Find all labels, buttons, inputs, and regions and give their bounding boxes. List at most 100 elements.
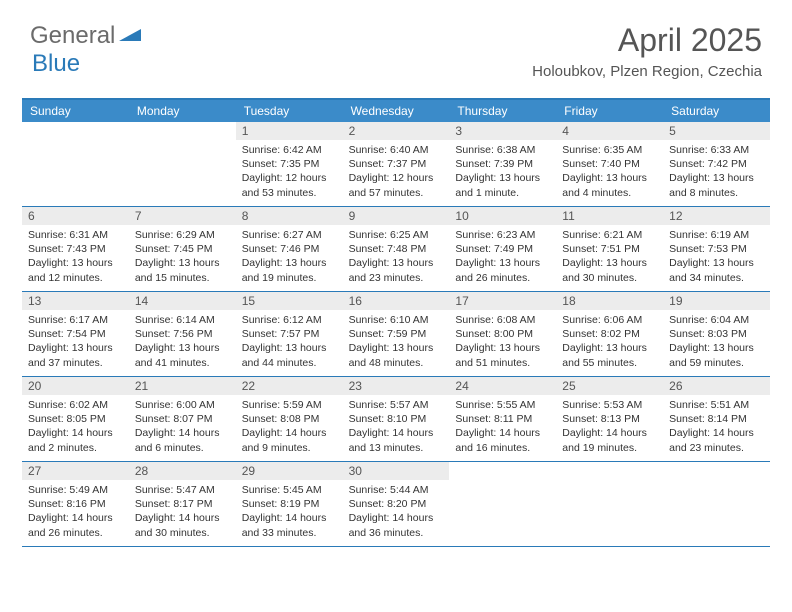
sunrise-text: Sunrise: 6:33 AM — [669, 143, 764, 157]
day-cell: 5Sunrise: 6:33 AMSunset: 7:42 PMDaylight… — [663, 122, 770, 206]
weekday-tuesday: Tuesday — [236, 100, 343, 122]
sunset-text: Sunset: 7:48 PM — [349, 242, 444, 256]
day-body: Sunrise: 6:27 AMSunset: 7:46 PMDaylight:… — [236, 225, 343, 288]
sunrise-text: Sunrise: 6:25 AM — [349, 228, 444, 242]
sunset-text: Sunset: 8:13 PM — [562, 412, 657, 426]
sunset-text: Sunset: 8:10 PM — [349, 412, 444, 426]
sunrise-text: Sunrise: 6:27 AM — [242, 228, 337, 242]
daylight-text: Daylight: 13 hours and 23 minutes. — [349, 256, 444, 284]
daylight-text: Daylight: 14 hours and 33 minutes. — [242, 511, 337, 539]
sunset-text: Sunset: 7:56 PM — [135, 327, 230, 341]
sunset-text: Sunset: 7:35 PM — [242, 157, 337, 171]
daylight-text: Daylight: 13 hours and 44 minutes. — [242, 341, 337, 369]
day-number: 10 — [449, 207, 556, 225]
sunrise-text: Sunrise: 6:40 AM — [349, 143, 444, 157]
day-cell: 15Sunrise: 6:12 AMSunset: 7:57 PMDayligh… — [236, 292, 343, 376]
sunset-text: Sunset: 7:43 PM — [28, 242, 123, 256]
day-number: 19 — [663, 292, 770, 310]
sunrise-text: Sunrise: 5:49 AM — [28, 483, 123, 497]
day-cell: 16Sunrise: 6:10 AMSunset: 7:59 PMDayligh… — [343, 292, 450, 376]
weekday-thursday: Thursday — [449, 100, 556, 122]
sunset-text: Sunset: 8:17 PM — [135, 497, 230, 511]
day-cell — [449, 462, 556, 546]
day-body: Sunrise: 6:40 AMSunset: 7:37 PMDaylight:… — [343, 140, 450, 203]
day-number: 4 — [556, 122, 663, 140]
day-number: 24 — [449, 377, 556, 395]
day-number: 26 — [663, 377, 770, 395]
sunset-text: Sunset: 8:11 PM — [455, 412, 550, 426]
sunrise-text: Sunrise: 5:51 AM — [669, 398, 764, 412]
day-cell: 20Sunrise: 6:02 AMSunset: 8:05 PMDayligh… — [22, 377, 129, 461]
week-row: 13Sunrise: 6:17 AMSunset: 7:54 PMDayligh… — [22, 292, 770, 377]
day-cell: 11Sunrise: 6:21 AMSunset: 7:51 PMDayligh… — [556, 207, 663, 291]
daylight-text: Daylight: 13 hours and 19 minutes. — [242, 256, 337, 284]
daylight-text: Daylight: 13 hours and 37 minutes. — [28, 341, 123, 369]
weekday-header-row: Sunday Monday Tuesday Wednesday Thursday… — [22, 100, 770, 122]
sunrise-text: Sunrise: 6:29 AM — [135, 228, 230, 242]
sunrise-text: Sunrise: 5:47 AM — [135, 483, 230, 497]
week-row: 20Sunrise: 6:02 AMSunset: 8:05 PMDayligh… — [22, 377, 770, 462]
sunrise-text: Sunrise: 6:19 AM — [669, 228, 764, 242]
daylight-text: Daylight: 13 hours and 15 minutes. — [135, 256, 230, 284]
day-cell: 19Sunrise: 6:04 AMSunset: 8:03 PMDayligh… — [663, 292, 770, 376]
day-body: Sunrise: 6:17 AMSunset: 7:54 PMDaylight:… — [22, 310, 129, 373]
day-cell: 3Sunrise: 6:38 AMSunset: 7:39 PMDaylight… — [449, 122, 556, 206]
sunrise-text: Sunrise: 6:17 AM — [28, 313, 123, 327]
sunset-text: Sunset: 7:45 PM — [135, 242, 230, 256]
sunset-text: Sunset: 8:20 PM — [349, 497, 444, 511]
sunrise-text: Sunrise: 6:00 AM — [135, 398, 230, 412]
day-cell: 14Sunrise: 6:14 AMSunset: 7:56 PMDayligh… — [129, 292, 236, 376]
day-cell: 9Sunrise: 6:25 AMSunset: 7:48 PMDaylight… — [343, 207, 450, 291]
day-body: Sunrise: 6:33 AMSunset: 7:42 PMDaylight:… — [663, 140, 770, 203]
sunset-text: Sunset: 7:37 PM — [349, 157, 444, 171]
day-cell: 12Sunrise: 6:19 AMSunset: 7:53 PMDayligh… — [663, 207, 770, 291]
daylight-text: Daylight: 14 hours and 13 minutes. — [349, 426, 444, 454]
day-body: Sunrise: 6:14 AMSunset: 7:56 PMDaylight:… — [129, 310, 236, 373]
sunrise-text: Sunrise: 6:06 AM — [562, 313, 657, 327]
day-body: Sunrise: 6:23 AMSunset: 7:49 PMDaylight:… — [449, 225, 556, 288]
sunrise-text: Sunrise: 6:04 AM — [669, 313, 764, 327]
day-body: Sunrise: 5:45 AMSunset: 8:19 PMDaylight:… — [236, 480, 343, 543]
day-cell: 26Sunrise: 5:51 AMSunset: 8:14 PMDayligh… — [663, 377, 770, 461]
sunrise-text: Sunrise: 6:38 AM — [455, 143, 550, 157]
day-body: Sunrise: 6:35 AMSunset: 7:40 PMDaylight:… — [556, 140, 663, 203]
day-body: Sunrise: 6:38 AMSunset: 7:39 PMDaylight:… — [449, 140, 556, 203]
day-cell: 28Sunrise: 5:47 AMSunset: 8:17 PMDayligh… — [129, 462, 236, 546]
sunset-text: Sunset: 8:19 PM — [242, 497, 337, 511]
day-body: Sunrise: 5:47 AMSunset: 8:17 PMDaylight:… — [129, 480, 236, 543]
title-block: April 2025 Holoubkov, Plzen Region, Czec… — [532, 22, 762, 80]
daylight-text: Daylight: 14 hours and 36 minutes. — [349, 511, 444, 539]
sunrise-text: Sunrise: 6:12 AM — [242, 313, 337, 327]
day-body: Sunrise: 5:44 AMSunset: 8:20 PMDaylight:… — [343, 480, 450, 543]
sunset-text: Sunset: 7:46 PM — [242, 242, 337, 256]
day-body: Sunrise: 5:57 AMSunset: 8:10 PMDaylight:… — [343, 395, 450, 458]
sunset-text: Sunset: 8:05 PM — [28, 412, 123, 426]
week-row: 1Sunrise: 6:42 AMSunset: 7:35 PMDaylight… — [22, 122, 770, 207]
sunrise-text: Sunrise: 6:23 AM — [455, 228, 550, 242]
day-body: Sunrise: 6:19 AMSunset: 7:53 PMDaylight:… — [663, 225, 770, 288]
sunrise-text: Sunrise: 6:42 AM — [242, 143, 337, 157]
sunset-text: Sunset: 7:53 PM — [669, 242, 764, 256]
sunrise-text: Sunrise: 5:57 AM — [349, 398, 444, 412]
sunrise-text: Sunrise: 6:14 AM — [135, 313, 230, 327]
sunrise-text: Sunrise: 6:02 AM — [28, 398, 123, 412]
day-number: 6 — [22, 207, 129, 225]
day-number: 8 — [236, 207, 343, 225]
day-cell — [556, 462, 663, 546]
day-cell: 10Sunrise: 6:23 AMSunset: 7:49 PMDayligh… — [449, 207, 556, 291]
daylight-text: Daylight: 13 hours and 26 minutes. — [455, 256, 550, 284]
day-number: 21 — [129, 377, 236, 395]
weeks-container: 1Sunrise: 6:42 AMSunset: 7:35 PMDaylight… — [22, 122, 770, 547]
sunrise-text: Sunrise: 5:59 AM — [242, 398, 337, 412]
day-body: Sunrise: 6:31 AMSunset: 7:43 PMDaylight:… — [22, 225, 129, 288]
day-cell: 4Sunrise: 6:35 AMSunset: 7:40 PMDaylight… — [556, 122, 663, 206]
daylight-text: Daylight: 13 hours and 12 minutes. — [28, 256, 123, 284]
month-title: April 2025 — [532, 22, 762, 59]
week-row: 27Sunrise: 5:49 AMSunset: 8:16 PMDayligh… — [22, 462, 770, 547]
daylight-text: Daylight: 14 hours and 6 minutes. — [135, 426, 230, 454]
day-number: 17 — [449, 292, 556, 310]
day-body: Sunrise: 6:00 AMSunset: 8:07 PMDaylight:… — [129, 395, 236, 458]
day-cell: 29Sunrise: 5:45 AMSunset: 8:19 PMDayligh… — [236, 462, 343, 546]
day-number: 29 — [236, 462, 343, 480]
weekday-friday: Friday — [556, 100, 663, 122]
